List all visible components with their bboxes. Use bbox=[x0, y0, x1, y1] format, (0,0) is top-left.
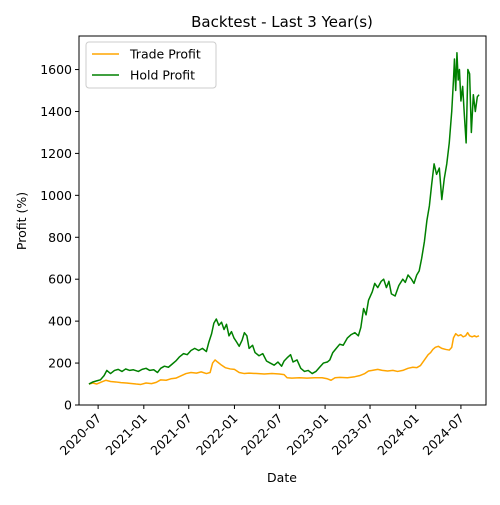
plot-area bbox=[88, 52, 480, 386]
x-axis-label: Date bbox=[267, 470, 297, 485]
legend: Trade Profit Hold Profit bbox=[85, 41, 217, 89]
y-tick-label: 200 bbox=[48, 356, 72, 371]
y-tick-label: 0 bbox=[64, 398, 72, 413]
legend-label: Trade Profit bbox=[129, 47, 201, 62]
y-axis-label: Profit (%) bbox=[14, 192, 29, 250]
y-tick-label: 1200 bbox=[40, 146, 72, 161]
y-tick-label: 1000 bbox=[40, 188, 72, 203]
series-line-hold-profit bbox=[88, 52, 480, 385]
y-tick-label: 1600 bbox=[40, 62, 72, 77]
y-tick-label: 600 bbox=[48, 272, 72, 287]
axes-frame bbox=[78, 35, 487, 406]
legend-label: Hold Profit bbox=[130, 68, 195, 83]
y-tick-label: 800 bbox=[48, 230, 72, 245]
y-axis-ticks: 0 200 400 600 800 1000 1200 1400 1600 bbox=[40, 62, 79, 413]
series-line-trade-profit bbox=[88, 331, 480, 386]
y-tick-label: 1400 bbox=[40, 104, 72, 119]
y-tick-label: 400 bbox=[48, 314, 72, 329]
chart-title: Backtest - Last 3 Year(s) bbox=[191, 13, 373, 31]
